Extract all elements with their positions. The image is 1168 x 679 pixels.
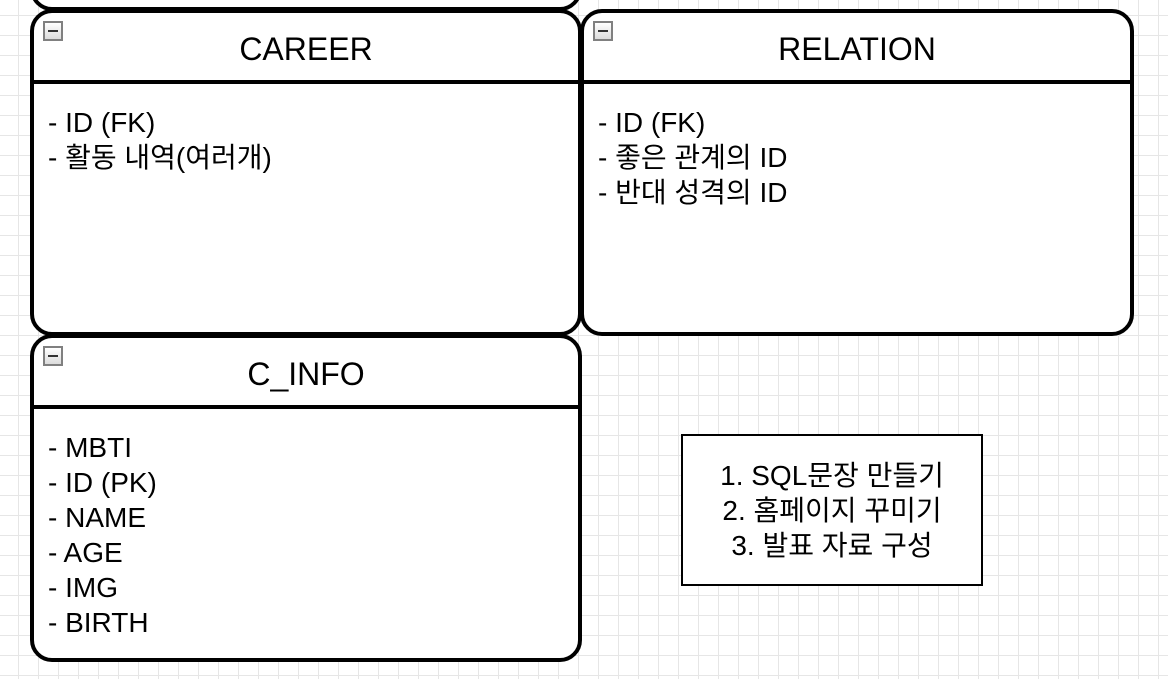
entity-title: CAREER (239, 30, 373, 67)
entity-field: - NAME (48, 502, 146, 533)
entity-relation[interactable]: RELATION - ID (FK) - 좋은 관계의 ID - 반대 성격의 … (580, 9, 1134, 336)
todo-note[interactable]: 1. SQL문장 만들기 2. 홈페이지 꾸미기 3. 발표 자료 구성 (681, 434, 983, 586)
entity-header: RELATION (584, 13, 1130, 84)
entity-career[interactable]: CAREER - ID (FK) - 활동 내역(여러개) (30, 9, 582, 336)
entity-field: - ID (PK) (48, 467, 157, 498)
entity-field: - IMG (48, 572, 118, 603)
note-line: 1. SQL문장 만들기 (720, 459, 944, 491)
entity-field-list: - ID (FK) - 활동 내역(여러개) (48, 105, 568, 175)
entity-field: - MBTI (48, 432, 132, 463)
collapse-minus-icon[interactable] (43, 346, 63, 366)
collapse-minus-icon[interactable] (593, 21, 613, 41)
entity-header: CAREER (34, 13, 578, 84)
entity-field-list: - ID (FK) - 좋은 관계의 ID - 반대 성격의 ID (598, 105, 1120, 210)
collapse-minus-icon[interactable] (43, 21, 63, 41)
entity-field: - ID (FK) (598, 107, 706, 138)
entity-field: - AGE (48, 537, 123, 568)
entity-field: - 활동 내역(여러개) (48, 142, 272, 173)
entity-title: C_INFO (247, 355, 365, 392)
entity-title: RELATION (778, 30, 936, 67)
note-line: 3. 발표 자료 구성 (731, 529, 933, 561)
entity-field-list: - MBTI - ID (PK) - NAME - AGE - IMG - BI… (48, 430, 568, 640)
entity-field: - ID (FK) (48, 107, 156, 138)
entity-field: - 반대 성격의 ID (598, 177, 788, 208)
note-line: 2. 홈페이지 꾸미기 (722, 494, 942, 526)
entity-c-info[interactable]: C_INFO - MBTI - ID (PK) - NAME - AGE - I… (30, 334, 582, 662)
entity-header: C_INFO (34, 338, 578, 409)
entity-field: - 좋은 관계의 ID (598, 142, 788, 173)
entity-field: - BIRTH (48, 607, 149, 638)
